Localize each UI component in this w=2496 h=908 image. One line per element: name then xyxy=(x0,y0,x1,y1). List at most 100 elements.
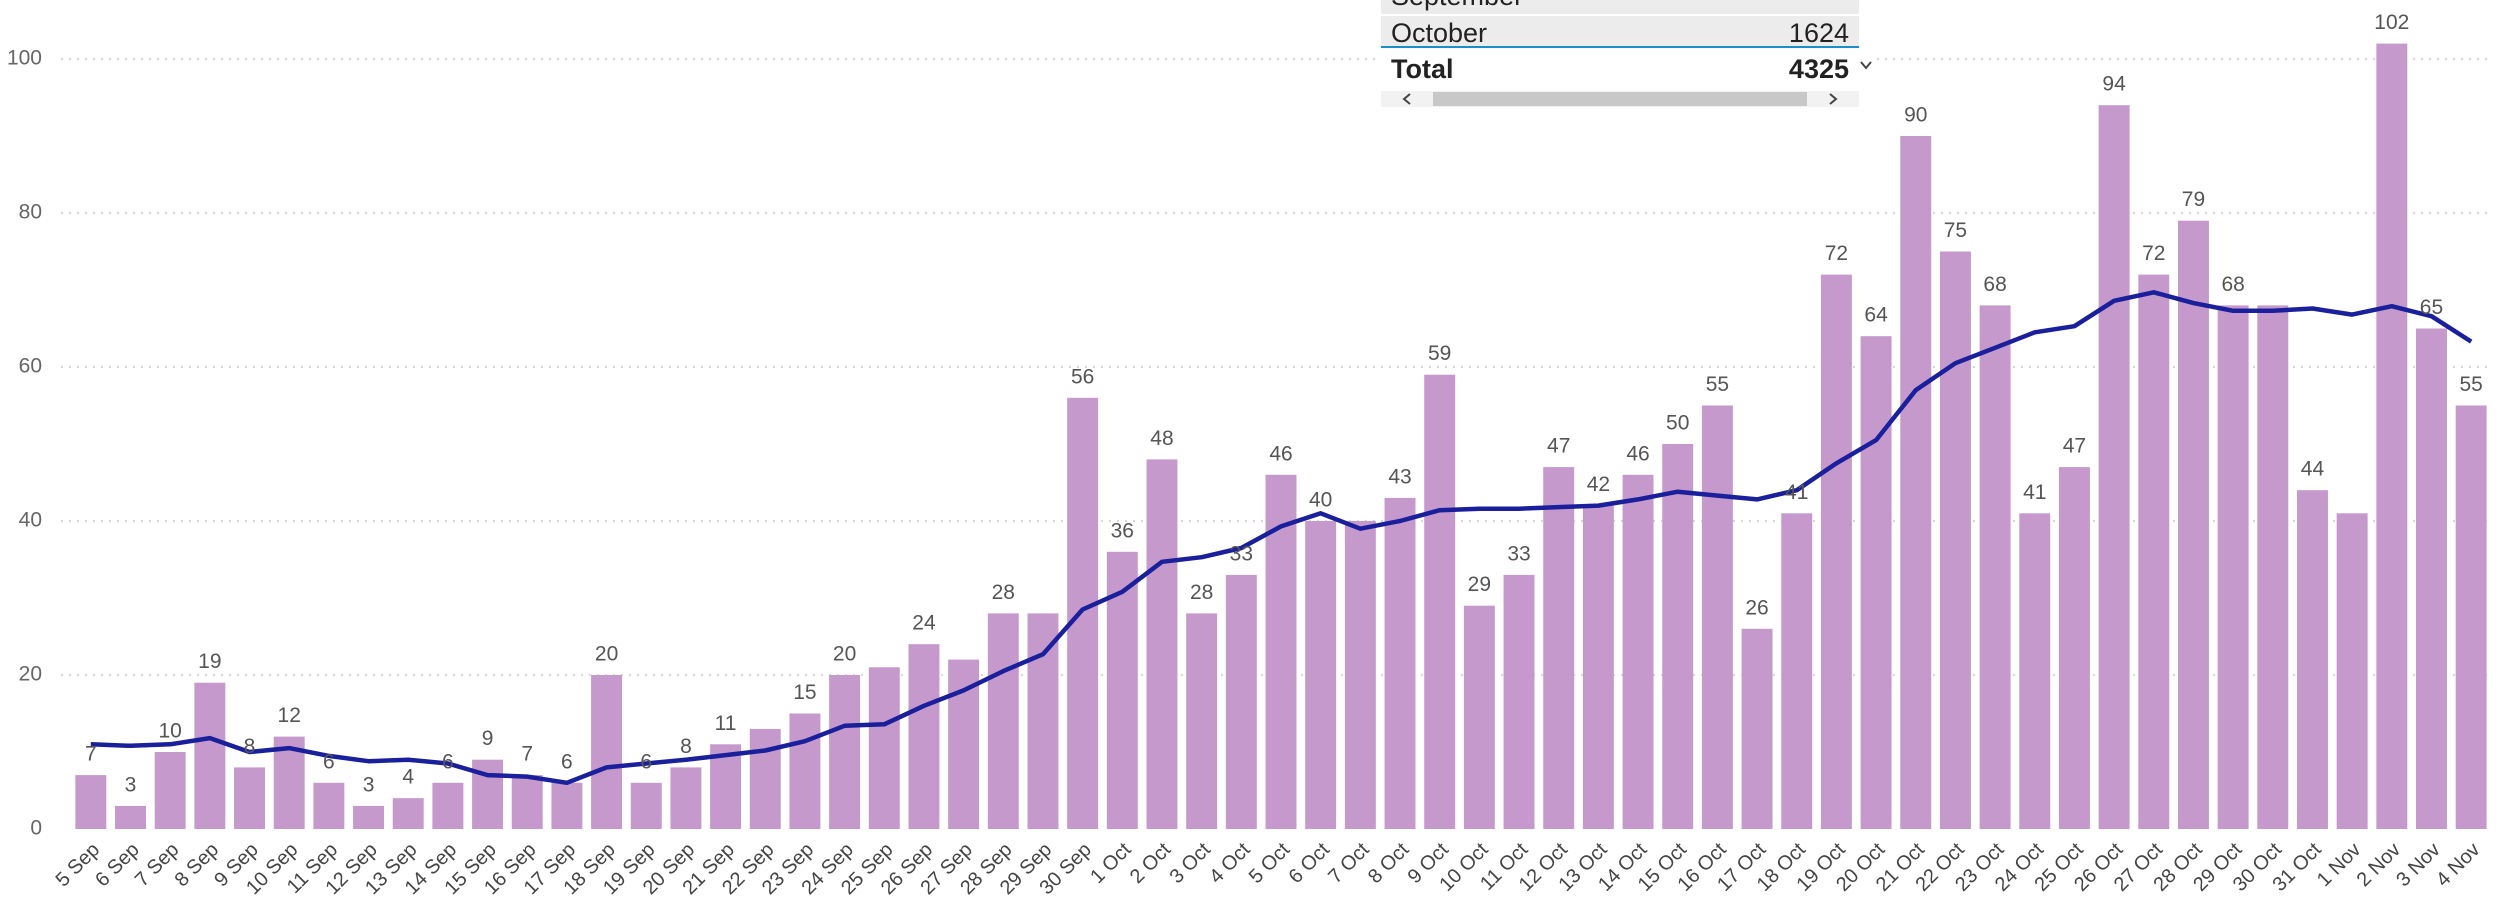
data-label: 48 xyxy=(1150,427,1173,450)
data-label: 65 xyxy=(2420,296,2443,319)
table-cell: September xyxy=(1391,0,1523,11)
data-label: 79 xyxy=(2182,188,2205,211)
bar xyxy=(1781,513,1813,829)
x-tick-label: 6 Sep xyxy=(91,839,144,892)
data-label: 46 xyxy=(1269,442,1292,465)
bar xyxy=(1186,613,1218,829)
data-label: 29 xyxy=(1468,573,1491,596)
data-label: 75 xyxy=(1944,219,1967,242)
data-label: 10 xyxy=(159,720,182,743)
data-label: 8 xyxy=(244,735,256,758)
bar xyxy=(1662,444,1694,829)
x-tick-label: 1 Nov xyxy=(2313,839,2366,892)
x-tick-label: 5 Oct xyxy=(1245,838,1295,888)
table-total-label: Total xyxy=(1391,54,1454,84)
data-label: 68 xyxy=(1983,273,2006,296)
bar xyxy=(75,775,107,829)
data-label: 43 xyxy=(1388,465,1411,488)
bar xyxy=(313,782,345,829)
data-label: 12 xyxy=(278,704,301,727)
table-cell: 1624 xyxy=(1789,18,1849,48)
bar xyxy=(1424,374,1456,829)
bar xyxy=(1900,136,1932,829)
bar xyxy=(987,613,1019,829)
bar xyxy=(1701,405,1733,829)
bar xyxy=(2336,513,2368,829)
bar xyxy=(829,675,861,829)
data-label: 72 xyxy=(1825,242,1848,265)
data-label: 41 xyxy=(2023,481,2046,504)
data-label: 15 xyxy=(793,681,816,704)
bar xyxy=(194,682,226,829)
bar xyxy=(1543,467,1575,829)
data-label: 4 xyxy=(402,766,414,789)
x-tick-label: 5 Sep xyxy=(52,839,105,892)
x-tick-label: 6 Oct xyxy=(1285,838,1335,888)
y-tick-label: 80 xyxy=(19,201,42,224)
bar xyxy=(2297,490,2328,829)
data-label: 7 xyxy=(85,743,97,766)
data-label: 33 xyxy=(1230,542,1253,565)
data-label: 55 xyxy=(1706,373,1729,396)
x-tick-label: 2 Oct xyxy=(1126,838,1176,888)
data-label: 24 xyxy=(912,612,936,635)
x-tick-label: 1 Oct xyxy=(1086,838,1136,888)
data-label: 6 xyxy=(323,750,335,773)
data-label: 28 xyxy=(1190,581,1213,604)
bar xyxy=(1027,613,1059,829)
bar xyxy=(670,767,702,829)
data-label: 3 xyxy=(363,773,375,796)
data-label: 26 xyxy=(1745,596,1768,619)
data-label: 47 xyxy=(2063,435,2086,458)
bar xyxy=(1820,274,1852,830)
scroll-right-icon[interactable] xyxy=(1829,93,1838,105)
bar xyxy=(1939,251,1971,829)
bar xyxy=(1622,474,1654,829)
data-label: 19 xyxy=(198,650,221,673)
data-label: 6 xyxy=(442,750,454,773)
bar xyxy=(2138,274,2170,830)
x-tick-label: 4 Oct xyxy=(1205,838,1255,888)
bar xyxy=(2019,513,2051,829)
data-label: 7 xyxy=(521,743,533,766)
x-tick-label: 2 Nov xyxy=(2353,839,2406,892)
data-label: 20 xyxy=(833,643,856,666)
data-label: 102 xyxy=(2374,11,2409,34)
y-tick-label: 40 xyxy=(19,509,42,532)
bar xyxy=(115,805,146,829)
bar xyxy=(2098,105,2130,829)
data-label: 36 xyxy=(1111,519,1134,542)
data-label: 41 xyxy=(1785,481,1808,504)
data-label: 9 xyxy=(482,727,494,750)
bar xyxy=(1503,574,1535,829)
summary-table: September October 1624 Total 4325 xyxy=(1381,0,1875,108)
data-label: 6 xyxy=(640,750,652,773)
data-label: 72 xyxy=(2142,242,2165,265)
scroll-left-icon[interactable] xyxy=(1402,93,1411,105)
table-cell: October xyxy=(1391,18,1487,48)
data-label: 3 xyxy=(125,773,137,796)
scroll-down-icon[interactable] xyxy=(1860,61,1872,70)
bar xyxy=(591,675,623,829)
x-tick-label: 8 Sep xyxy=(171,839,224,892)
bar xyxy=(1463,605,1495,829)
x-tick-label: 7 Sep xyxy=(131,839,184,892)
bar xyxy=(2416,328,2447,829)
bar xyxy=(1582,505,1614,829)
bar xyxy=(2217,305,2249,829)
scrollbar-thumb[interactable] xyxy=(1433,92,1807,106)
data-label: 94 xyxy=(2102,73,2126,96)
y-tick-label: 0 xyxy=(30,817,42,840)
x-tick-label: 4 Nov xyxy=(2432,839,2485,892)
x-tick-label: 7 Oct xyxy=(1324,838,1374,888)
bar xyxy=(1979,305,2011,829)
bar xyxy=(908,644,940,829)
bar xyxy=(1225,574,1257,829)
table-total-value: 4325 xyxy=(1789,54,1849,84)
bar xyxy=(2257,305,2289,829)
bar xyxy=(1146,459,1178,829)
table-row xyxy=(1381,16,1859,46)
table-row xyxy=(1381,0,1859,14)
